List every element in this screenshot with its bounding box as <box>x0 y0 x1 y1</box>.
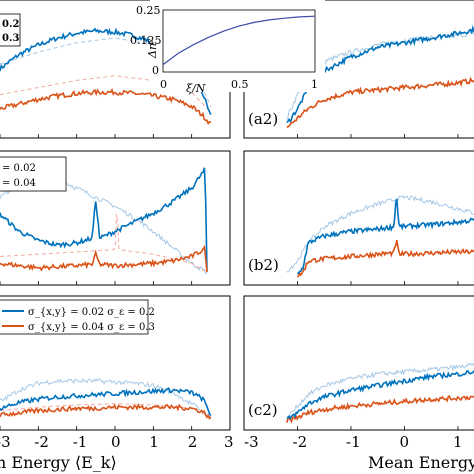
inset-xtick-05: 0.5 <box>231 78 249 91</box>
series-line-left-1-1 <box>0 244 208 272</box>
panel-label-a2: (a2) <box>248 110 278 128</box>
right-x-tick-label: 0 <box>400 433 410 451</box>
panel-c-right-frame <box>243 295 474 431</box>
series-line-right-1-0 <box>296 198 474 275</box>
right-x-ticks: -3 -2 -1 0 1 <box>243 134 463 451</box>
left-x-tick-label: -2 <box>34 433 49 451</box>
left-x-tick-label: 1 <box>149 433 159 451</box>
inset-ylabel: Δn² <box>146 39 159 59</box>
series-line-right-2-1 <box>286 395 474 424</box>
left-x-tick-label: 2 <box>188 433 198 451</box>
series-line-left-1-0 <box>0 167 208 272</box>
inset-frame <box>162 9 316 73</box>
series-line-left-2-0 <box>0 387 212 416</box>
legend-top-line-2: 0.3 <box>2 33 19 44</box>
legend-c: σ_{x,y} = 0.02 σ_ε = 0.2 σ_{x,y} = 0.04 … <box>0 299 155 335</box>
left-x-tick-label: -1 <box>73 433 88 451</box>
panel-c-left-frame <box>0 295 231 431</box>
legend-c-line-2: σ_{x,y} = 0.04 σ_ε = 0.3 <box>28 322 155 333</box>
left-x-tick-label: 0 <box>111 433 121 451</box>
right-x-tick-label: 1 <box>453 433 463 451</box>
legend-b-box <box>0 156 67 192</box>
inset-xtick-0: 0 <box>160 78 167 91</box>
right-x-tick-label: -1 <box>346 433 361 451</box>
legend-top: 0.2 0.3 <box>0 13 21 47</box>
series-line-left-2-1 <box>0 402 212 420</box>
left-x-ticks: -3 -2 -1 0 1 2 3 <box>0 134 234 451</box>
inset-xtick-1: 1 <box>311 78 318 91</box>
series-line-right-2-2 <box>286 362 474 418</box>
left-x-tick-label: -3 <box>0 433 11 451</box>
left-x-tick-label: 3 <box>224 433 234 451</box>
legend-c-box <box>0 299 149 335</box>
panel-b-left-frame <box>0 150 231 286</box>
legend-b-line-1: = 0.02 <box>2 163 36 174</box>
legend-top-box <box>0 13 21 47</box>
series-line-left-1-3 <box>0 213 208 273</box>
legend-b: = 0.02 = 0.04 <box>0 156 67 192</box>
right-x-label: Mean Energy <box>368 453 474 472</box>
right-x-tick-label: -3 <box>244 433 259 451</box>
panel-label-b2: (b2) <box>248 256 279 274</box>
inset-ytick-mid: 0.125 <box>130 34 162 47</box>
series-line-right-1-2 <box>286 195 474 273</box>
inset: 0.25 0.125 0 0 0.5 1 ξ/N Δn² <box>130 0 325 95</box>
panel-label-c2: (c2) <box>248 401 278 419</box>
panel-b-right-frame <box>243 150 474 286</box>
legend-top-line-1: 0.2 <box>2 19 19 30</box>
series-line-left-2-2 <box>0 377 212 417</box>
inset-curve <box>162 15 316 66</box>
inset-xlabel: ξ/N <box>186 82 206 95</box>
inset-ytick-bottom: 0 <box>152 64 159 77</box>
right-x-tick-label: -2 <box>293 433 308 451</box>
inset-ytick-top: 0.25 <box>136 4 161 17</box>
legend-b-line-2: = 0.04 <box>2 178 36 189</box>
series-line-right-2-0 <box>286 370 474 420</box>
series-line-left-0-1 <box>0 87 212 126</box>
left-x-label: n Energy ⟨E_k⟩ <box>0 453 117 472</box>
series-line-right-0-1 <box>286 76 474 129</box>
legend-c-line-1: σ_{x,y} = 0.02 σ_ε = 0.2 <box>28 307 155 318</box>
series-line-right-1-1 <box>296 239 474 278</box>
